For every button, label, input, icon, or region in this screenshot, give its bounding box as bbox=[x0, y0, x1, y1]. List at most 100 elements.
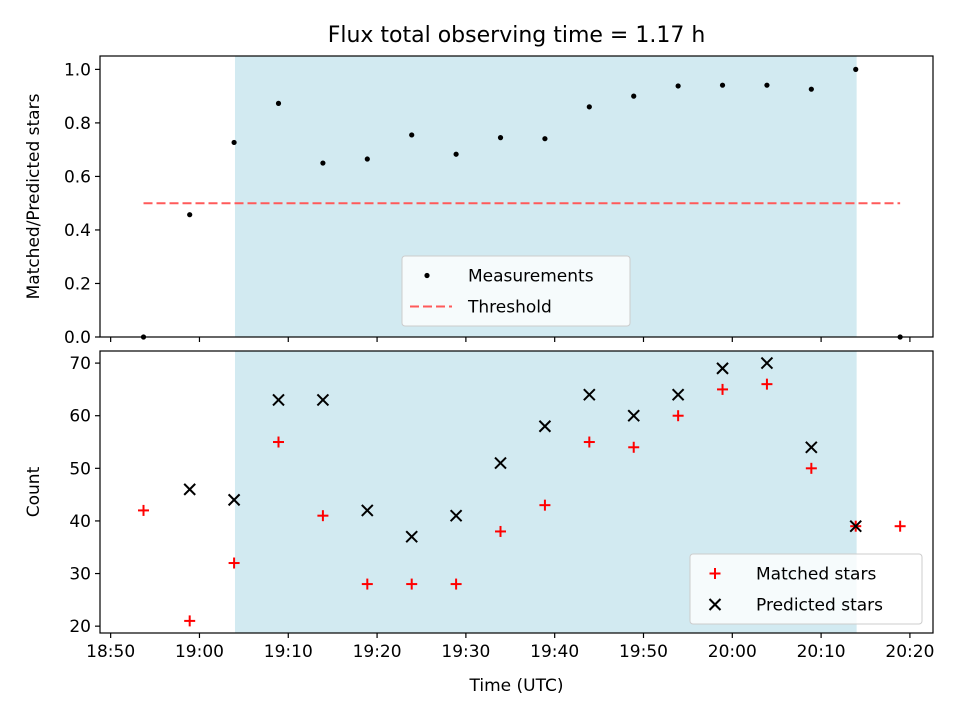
predicted-star-point bbox=[449, 509, 463, 522]
predicted-star-point bbox=[671, 388, 685, 401]
x-tick-label: 20:00 bbox=[708, 642, 757, 662]
measurement-point-shape bbox=[187, 212, 193, 218]
measurement-point-shape bbox=[719, 82, 726, 88]
measurement-point bbox=[631, 93, 637, 99]
x-tick-label: 20:20 bbox=[885, 642, 934, 662]
legend: Matched stars Predicted stars bbox=[689, 553, 923, 625]
y-tick-label: 0.8 bbox=[64, 114, 91, 134]
y-axis-label: Count bbox=[24, 466, 44, 517]
predicted-star-point-b bbox=[671, 388, 685, 401]
y-tick-label: 0.2 bbox=[64, 274, 91, 294]
measurement-point bbox=[409, 132, 415, 138]
matched-star-point bbox=[184, 615, 196, 627]
x-tick-label: 18:50 bbox=[86, 642, 135, 662]
measurement-point-shape bbox=[542, 136, 548, 142]
x-tick-label: 19:30 bbox=[441, 642, 490, 662]
predicted-star-point bbox=[805, 441, 818, 454]
predicted-star-point-b bbox=[760, 356, 774, 370]
legend-box bbox=[401, 255, 631, 327]
axes-frame bbox=[99, 350, 934, 634]
ratio-panel: 0.0 0.2 0.4 0.6 0.8 1.0 Matched/Predicted star… bbox=[24, 55, 934, 348]
matched-star-point bbox=[628, 441, 640, 453]
measurement-point-shape bbox=[275, 100, 282, 106]
measurement-point bbox=[675, 83, 681, 89]
x-tick-label: 19:20 bbox=[353, 642, 402, 662]
measurement-point-shape bbox=[675, 83, 681, 89]
y-axis-label: Matched/Predicted stars bbox=[24, 93, 44, 299]
predicted-star-point-b bbox=[494, 456, 507, 470]
y-tick-label: 0.0 bbox=[64, 328, 91, 348]
measurement-point bbox=[453, 151, 459, 157]
y-tick-label: 30 bbox=[69, 565, 91, 585]
measurement-point bbox=[719, 82, 726, 88]
predicted-star-point bbox=[849, 519, 862, 533]
measurement-point bbox=[542, 136, 548, 142]
y-tick-label: 70 bbox=[69, 354, 91, 374]
y-tick-label: 40 bbox=[69, 512, 91, 532]
predicted-star-point-b bbox=[538, 420, 552, 433]
measurement-point-shape bbox=[853, 66, 859, 72]
predicted-star-point-b bbox=[583, 388, 596, 401]
predicted-star-point-b bbox=[405, 530, 418, 543]
predicted-star-point bbox=[405, 530, 418, 543]
axes-frame bbox=[99, 55, 934, 338]
measurement-point-shape bbox=[231, 139, 237, 146]
legend-box bbox=[689, 553, 923, 625]
matched-star-point bbox=[717, 383, 729, 395]
matched-star-point bbox=[450, 578, 462, 590]
x-tick-label: 20:10 bbox=[797, 642, 846, 662]
predicted-star-point bbox=[316, 393, 330, 407]
predicted-star-point bbox=[494, 456, 507, 470]
measurement-point bbox=[853, 66, 859, 72]
measurement-point-shape bbox=[586, 104, 592, 110]
legend: Measurements Threshold bbox=[401, 255, 631, 327]
predicted-star-point-b bbox=[449, 509, 463, 522]
measurement-point-shape bbox=[764, 82, 770, 88]
predicted-star-point bbox=[716, 362, 729, 375]
predicted-star-point-b bbox=[316, 393, 330, 407]
predicted-star-point bbox=[627, 409, 640, 422]
matched-star-point bbox=[317, 510, 329, 522]
legend-swatch bbox=[708, 598, 722, 611]
y-tick-label: 0.6 bbox=[64, 167, 91, 187]
legend-label: Matched stars bbox=[756, 565, 876, 585]
x-tick-label: 19:40 bbox=[530, 642, 579, 662]
matched-star-point bbox=[361, 578, 373, 590]
measurement-point bbox=[497, 135, 504, 141]
predicted-star-point bbox=[583, 388, 596, 401]
matched-star-point bbox=[583, 436, 595, 448]
measurement-point-shape bbox=[320, 160, 326, 166]
y-tick-label: 20 bbox=[69, 617, 91, 637]
chart-title: Flux total observing time = 1.17 h bbox=[328, 23, 706, 48]
predicted-star-point-b bbox=[805, 441, 818, 454]
predicted-star-point-b bbox=[849, 519, 862, 533]
matched-star-point bbox=[894, 520, 906, 532]
y-tick-label: 60 bbox=[69, 407, 91, 427]
matched-star-point bbox=[672, 410, 684, 422]
y-tick-label: 1.0 bbox=[64, 60, 91, 80]
measurement-point bbox=[586, 104, 592, 110]
x-tick-label: 19:10 bbox=[264, 642, 313, 662]
matched-star-point bbox=[138, 504, 150, 516]
predicted-star-point bbox=[538, 420, 552, 433]
legend-label: Threshold bbox=[467, 298, 552, 318]
x-axis-label: Time (UTC) bbox=[469, 676, 564, 696]
legend-swatch-b bbox=[708, 598, 722, 611]
measurement-point bbox=[187, 212, 193, 218]
legend-label: Predicted stars bbox=[756, 596, 883, 616]
measurement-point-shape bbox=[453, 151, 459, 157]
measurement-point-shape bbox=[808, 86, 814, 92]
measurement-point-shape bbox=[364, 156, 370, 162]
predicted-star-point bbox=[183, 483, 196, 496]
predicted-star-point bbox=[272, 393, 285, 407]
measurement-point-shape bbox=[631, 93, 637, 99]
x-tick-label: 19:50 bbox=[619, 642, 668, 662]
predicted-star-point-b bbox=[716, 362, 729, 375]
measurement-point bbox=[808, 86, 814, 92]
x-tick-label: 19:00 bbox=[175, 642, 224, 662]
predicted-star-point-b bbox=[227, 493, 241, 507]
count-panel: 20 30 40 50 60 70 18:50 19:00 19:10 19:20 19:30 19:… bbox=[24, 350, 934, 662]
measurement-point bbox=[231, 139, 237, 146]
